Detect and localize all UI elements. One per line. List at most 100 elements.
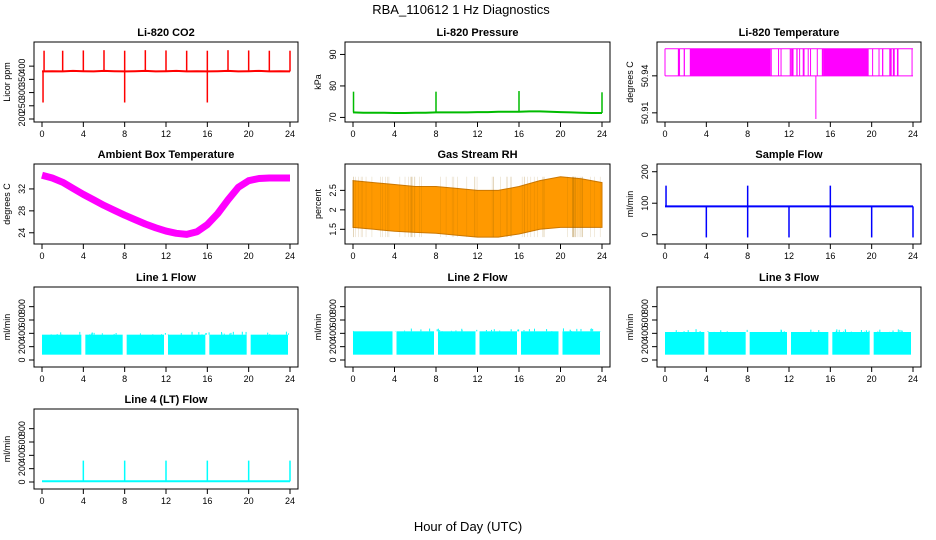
x-tick-label: 20 [244, 374, 254, 384]
chart-panel: Li-820 CO2 Licor ppm 0 4 8 12 16 20 24 2002503003… [2, 27, 299, 139]
x-tick-label: 24 [285, 496, 295, 506]
series-line [352, 110, 602, 114]
x-tick-label: 12 [472, 251, 482, 261]
x-tick-label: 12 [784, 374, 794, 384]
x-tick-label: 0 [662, 129, 667, 139]
y-tick-label: 2.5 [328, 184, 338, 197]
x-tick-label: 0 [39, 251, 44, 261]
y-tick-label: 0 [640, 232, 650, 237]
x-tick-label: 16 [202, 251, 212, 261]
x-tick-label: 0 [39, 129, 44, 139]
y-tick-label: 400 [17, 59, 27, 74]
y-tick-label: 600 [328, 312, 338, 327]
x-tick-label: 0 [39, 496, 44, 506]
x-tick-label: 20 [867, 251, 877, 261]
x-tick-label: 12 [161, 374, 171, 384]
series-layer [352, 91, 603, 114]
x-tick-label: 4 [392, 251, 397, 261]
flow-band [85, 334, 123, 355]
x-tick-label: 8 [122, 129, 127, 139]
series-layer [42, 460, 291, 483]
y-tick-label: 800 [17, 421, 27, 436]
chart-panel: Gas Stream RH percent 0 4 8 12 16 20 24 1.5 2 2.5 [313, 149, 611, 261]
x-tick-label: 16 [825, 251, 835, 261]
chart-title: Line 3 Flow [759, 272, 819, 284]
chart-title: Li-820 Temperature [739, 27, 840, 39]
x-tick-label: 4 [81, 251, 86, 261]
chart-title: Li-820 CO2 [137, 27, 194, 39]
series-layer [665, 329, 911, 355]
flow-band [209, 334, 247, 355]
series-layer [352, 176, 603, 238]
x-tick-label: 20 [244, 496, 254, 506]
x-tick-label: 16 [825, 374, 835, 384]
x-tick-label: 8 [745, 129, 750, 139]
figure-title: RBA_110612 1 Hz Diagnostics [372, 2, 550, 17]
x-tick-label: 4 [81, 374, 86, 384]
chart-panel: Ambient Box Temperature degrees C 0 4 8 12 16 2… [2, 149, 299, 261]
flow-band [42, 334, 82, 355]
x-tick-label: 16 [514, 129, 524, 139]
y-axis-label: degrees C [625, 61, 635, 103]
y-tick-label: 1.5 [328, 223, 338, 236]
y-tick-label: 600 [17, 434, 27, 449]
y-tick-label: 350 [17, 72, 27, 87]
y-tick-label: 600 [17, 312, 27, 327]
x-tick-label: 24 [597, 251, 607, 261]
x-tick-label: 24 [285, 374, 295, 384]
x-tick-label: 4 [392, 129, 397, 139]
x-tick-label: 4 [81, 496, 86, 506]
chart-panel: Sample Flow ml/min 0 4 8 12 16 20 24 0 100 200 [625, 149, 922, 261]
y-tick-label: 0 [640, 357, 650, 362]
x-tick-label: 20 [867, 374, 877, 384]
x-tick-label: 0 [350, 374, 355, 384]
series-line [41, 171, 290, 238]
y-tick-label: 0 [17, 479, 27, 484]
x-tick-label: 4 [704, 251, 709, 261]
y-tick-label: 800 [640, 299, 650, 314]
x-tick-label: 4 [704, 374, 709, 384]
chart-title: Ambient Box Temperature [98, 149, 235, 161]
y-tick-label: 200 [17, 461, 27, 476]
x-tick-label: 16 [202, 374, 212, 384]
flow-band [521, 331, 559, 355]
series-layer [352, 328, 601, 355]
y-axis-label: percent [313, 188, 323, 219]
y-tick-label: 24 [17, 228, 27, 238]
dense-block [823, 48, 868, 76]
chart-panel: Line 4 (LT) Flow ml/min 0 4 8 12 16 20 24 0 200400… [2, 394, 299, 506]
y-tick-label: 400 [328, 326, 338, 341]
chart-title: Line 4 (LT) Flow [125, 394, 208, 406]
x-tick-label: 0 [350, 129, 355, 139]
x-tick-label: 8 [122, 496, 127, 506]
x-tick-label: 0 [662, 374, 667, 384]
flow-band [665, 332, 705, 355]
flow-band [250, 334, 288, 355]
y-axis-label: ml/min [625, 314, 635, 341]
y-tick-label: 0 [328, 357, 338, 362]
y-tick-label: 300 [17, 85, 27, 100]
x-tick-label: 0 [662, 251, 667, 261]
x-tick-label: 16 [202, 129, 212, 139]
dense-block [689, 48, 771, 76]
x-tick-label: 0 [39, 374, 44, 384]
y-tick-label: 800 [17, 299, 27, 314]
x-tick-label: 4 [81, 129, 86, 139]
flow-band [479, 331, 517, 355]
plot-frame [344, 41, 611, 123]
y-tick-label: 200 [640, 164, 650, 179]
x-tick-label: 24 [908, 374, 918, 384]
x-tick-label: 20 [555, 251, 565, 261]
y-tick-label: 400 [640, 326, 650, 341]
x-tick-label: 12 [472, 374, 482, 384]
y-tick-label: 0 [17, 357, 27, 362]
x-tick-label: 12 [784, 129, 794, 139]
x-tick-label: 8 [122, 374, 127, 384]
chart-title: Sample Flow [755, 149, 823, 161]
flow-band [832, 332, 870, 355]
x-tick-label: 12 [784, 251, 794, 261]
plot-frame [344, 286, 611, 368]
y-tick-label: 28 [17, 206, 27, 216]
x-tick-label: 12 [161, 251, 171, 261]
x-tick-label: 12 [472, 129, 482, 139]
